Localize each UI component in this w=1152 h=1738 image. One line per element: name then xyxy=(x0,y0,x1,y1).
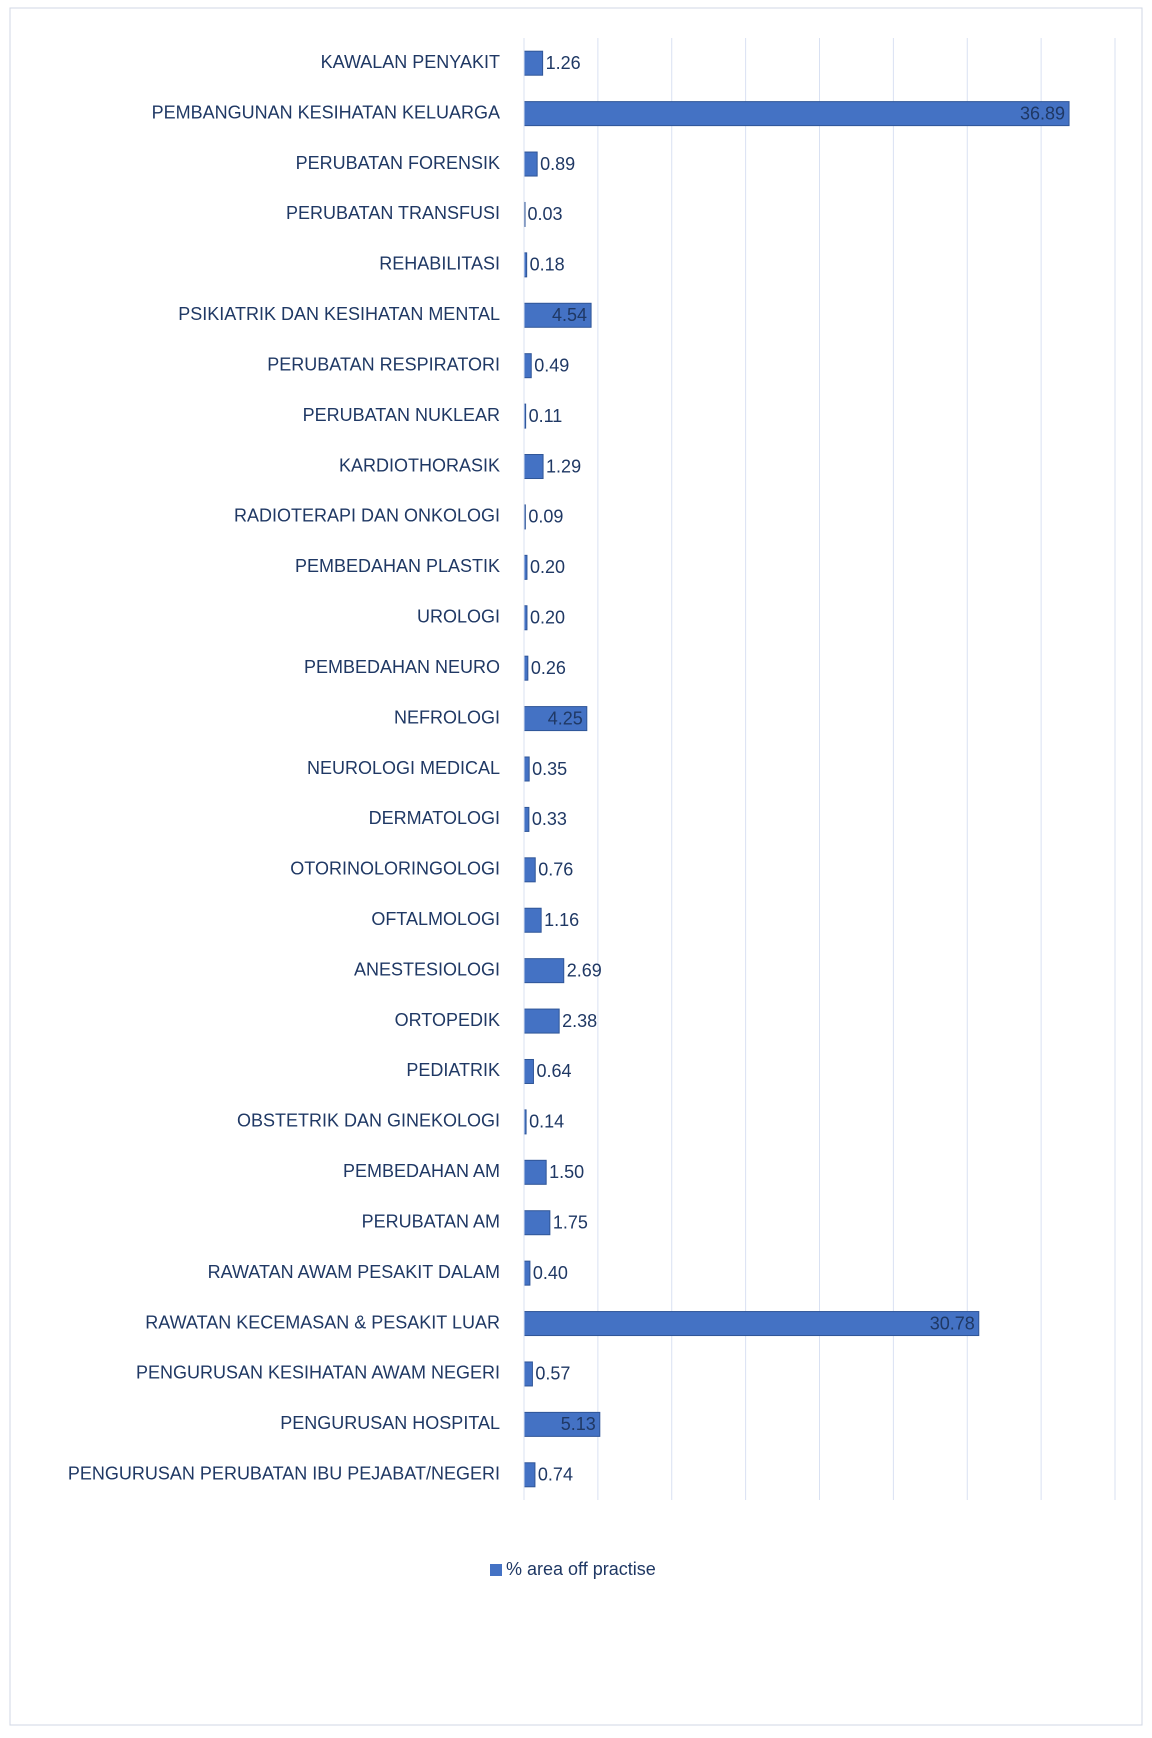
y-tick-label: PEMBEDAHAN AM xyxy=(343,1161,500,1181)
bar xyxy=(523,1210,551,1236)
data-label: 0.18 xyxy=(530,255,565,275)
data-label: 4.54 xyxy=(552,305,587,325)
y-tick-label: RAWATAN AWAM PESAKIT DALAM xyxy=(208,1262,500,1282)
bar xyxy=(523,1311,980,1337)
data-label: 0.11 xyxy=(529,406,563,426)
y-tick-label: PERUBATAN TRANSFUSI xyxy=(286,203,500,223)
y-tick-label: PENGURUSAN HOSPITAL xyxy=(280,1413,500,1433)
data-label: 1.29 xyxy=(546,456,581,476)
bar xyxy=(523,1260,531,1286)
y-tick-label: RADIOTERAPI DAN ONKOLOGI xyxy=(234,506,500,526)
y-tick-label: PERUBATAN FORENSIK xyxy=(296,153,500,173)
bar xyxy=(523,706,588,732)
y-tick-label: PEMBEDAHAN PLASTIK xyxy=(295,556,500,576)
data-label: 0.20 xyxy=(530,608,565,628)
data-label: 30.78 xyxy=(930,1313,975,1333)
data-label: 0.57 xyxy=(535,1364,570,1384)
y-tick-label: NEUROLOGI MEDICAL xyxy=(307,758,500,778)
y-tick-label: PERUBATAN AM xyxy=(362,1211,500,1231)
data-label: 0.49 xyxy=(534,355,569,375)
bar xyxy=(523,454,544,480)
data-label: 0.40 xyxy=(533,1263,568,1283)
data-label: 0.03 xyxy=(527,204,562,224)
y-tick-label: PERUBATAN RESPIRATORI xyxy=(267,354,500,374)
y-tick-label: KARDIOTHORASIK xyxy=(339,455,500,475)
data-label: 2.69 xyxy=(567,960,602,980)
y-tick-label: UROLOGI xyxy=(417,607,500,627)
y-tick-label: PENGURUSAN KESIHATAN AWAM NEGERI xyxy=(136,1363,500,1383)
y-tick-label: ANESTESIOLOGI xyxy=(354,959,500,979)
bar xyxy=(523,1058,534,1084)
y-tick-label: DERMATOLOGI xyxy=(369,808,500,828)
data-label: 0.64 xyxy=(536,1061,571,1081)
data-label: 5.13 xyxy=(561,1414,596,1434)
data-label: 1.26 xyxy=(546,53,581,73)
y-tick-label: OFTALMOLOGI xyxy=(371,909,500,929)
y-tick-label: RAWATAN KECEMASAN & PESAKIT LUAR xyxy=(145,1312,500,1332)
data-label: 0.14 xyxy=(529,1112,564,1132)
y-tick-label: OBSTETRIK DAN GINEKOLOGI xyxy=(237,1111,500,1131)
y-tick-label: ORTOPEDIK xyxy=(395,1010,500,1030)
bar xyxy=(523,1411,601,1437)
chart-border xyxy=(9,7,1143,1726)
legend-swatch xyxy=(490,1564,502,1576)
data-label: 0.89 xyxy=(540,154,575,174)
data-label: 0.20 xyxy=(530,557,565,577)
bar xyxy=(523,655,529,681)
y-tick-label: PEMBANGUNAN KESIHATAN KELUARGA xyxy=(152,102,500,122)
data-label: 2.38 xyxy=(562,1011,597,1031)
bar xyxy=(523,101,1070,127)
bar xyxy=(523,353,532,379)
bar xyxy=(523,1008,560,1034)
y-tick-label: PEMBEDAHAN NEURO xyxy=(304,657,500,677)
y-tick-label: PENGURUSAN PERUBATAN IBU PEJABAT/NEGERI xyxy=(68,1464,500,1484)
legend-label: % area off practise xyxy=(506,1559,656,1579)
y-tick-label: REHABILITASI xyxy=(379,254,500,274)
data-label: 0.35 xyxy=(532,759,567,779)
y-tick-label: PERUBATAN NUKLEAR xyxy=(303,405,500,425)
bar xyxy=(523,151,538,177)
data-label: 1.50 xyxy=(549,1162,584,1182)
data-label: 0.33 xyxy=(532,809,567,829)
bar xyxy=(523,907,542,933)
bar xyxy=(523,958,565,984)
y-tick-label: PSIKIATRIK DAN KESIHATAN MENTAL xyxy=(178,304,500,324)
data-label: 4.25 xyxy=(548,708,583,728)
bar xyxy=(523,302,592,328)
bar xyxy=(523,1159,547,1185)
data-label: 1.75 xyxy=(553,1212,588,1232)
y-tick-label: NEFROLOGI xyxy=(394,707,500,727)
y-tick-label: OTORINOLORINGOLOGI xyxy=(290,859,500,879)
data-label: 0.76 xyxy=(538,860,573,880)
bar xyxy=(523,1462,536,1488)
bar xyxy=(523,1361,533,1387)
data-label: 0.26 xyxy=(531,658,566,678)
bar xyxy=(523,756,530,782)
data-label: 0.74 xyxy=(538,1465,573,1485)
data-label: 1.16 xyxy=(544,910,579,930)
data-label: 0.09 xyxy=(528,507,563,527)
bar xyxy=(523,857,536,883)
data-label: 36.89 xyxy=(1020,103,1065,123)
y-tick-label: KAWALAN PENYAKIT xyxy=(321,52,500,72)
y-tick-label: PEDIATRIK xyxy=(406,1060,500,1080)
bar xyxy=(523,50,544,76)
bar xyxy=(523,806,530,832)
